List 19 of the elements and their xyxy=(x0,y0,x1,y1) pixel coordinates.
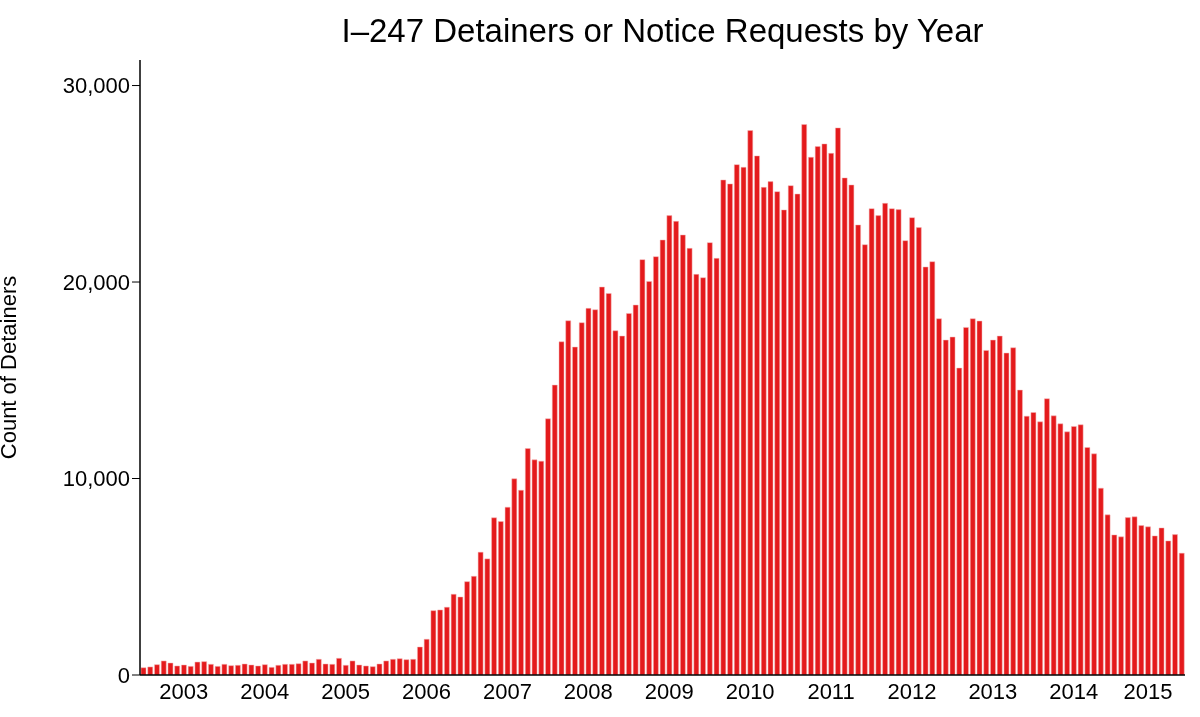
x-tick-label: 2004 xyxy=(240,678,290,704)
y-tick-label: 20,000 xyxy=(62,269,130,295)
x-tick-label: 2007 xyxy=(482,678,532,704)
x-tick-label: 2008 xyxy=(563,678,613,704)
x-tick-label: 2009 xyxy=(644,678,694,704)
x-tick-label: 2005 xyxy=(321,678,371,704)
chart-title: I–247 Detainers or Notice Requests by Year xyxy=(340,12,985,50)
x-tick-label: 2003 xyxy=(159,678,209,704)
x-tick-label: 2011 xyxy=(807,678,855,704)
x-tick-label: 2013 xyxy=(968,678,1018,704)
x-tick-label: 2006 xyxy=(402,678,452,704)
x-tick-label: 2010 xyxy=(725,678,775,704)
x-tick-label: 2012 xyxy=(887,678,937,704)
x-tick-label: 2015 xyxy=(1123,678,1173,704)
x-tick-label: 2014 xyxy=(1049,678,1099,704)
y-tick-label: 0 xyxy=(117,662,130,688)
y-tick-label: 30,000 xyxy=(62,73,130,99)
y-axis-title: Count of Detainers xyxy=(0,275,21,460)
y-tick-label: 10,000 xyxy=(62,466,130,492)
